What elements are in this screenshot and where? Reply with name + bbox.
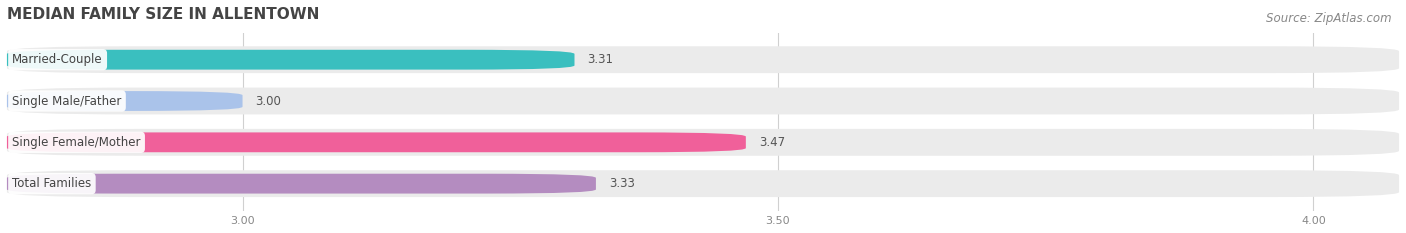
FancyBboxPatch shape — [7, 50, 575, 70]
FancyBboxPatch shape — [7, 46, 1399, 73]
FancyBboxPatch shape — [7, 174, 596, 194]
FancyBboxPatch shape — [7, 88, 1399, 114]
Text: Source: ZipAtlas.com: Source: ZipAtlas.com — [1267, 12, 1392, 25]
Text: MEDIAN FAMILY SIZE IN ALLENTOWN: MEDIAN FAMILY SIZE IN ALLENTOWN — [7, 7, 319, 22]
Text: 3.31: 3.31 — [588, 53, 613, 66]
Text: Married-Couple: Married-Couple — [13, 53, 103, 66]
Text: 3.00: 3.00 — [256, 95, 281, 107]
Text: Single Female/Mother: Single Female/Mother — [13, 136, 141, 149]
FancyBboxPatch shape — [7, 170, 1399, 197]
FancyBboxPatch shape — [7, 132, 745, 152]
FancyBboxPatch shape — [7, 129, 1399, 156]
Text: Single Male/Father: Single Male/Father — [13, 95, 122, 107]
Text: Total Families: Total Families — [13, 177, 91, 190]
Text: 3.33: 3.33 — [609, 177, 634, 190]
FancyBboxPatch shape — [7, 91, 242, 111]
Text: 3.47: 3.47 — [759, 136, 785, 149]
